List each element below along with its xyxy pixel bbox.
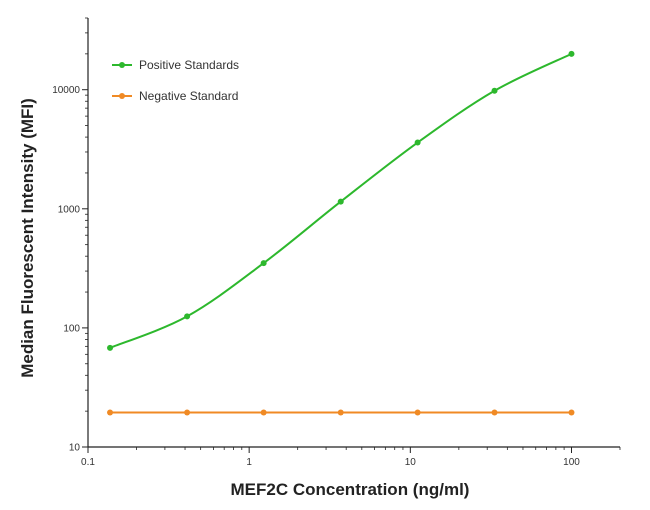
data-point: [107, 409, 114, 416]
data-point: [414, 409, 421, 416]
x-tick-label: 10: [405, 457, 417, 468]
data-point: [568, 50, 575, 57]
legend-label: Positive Standards: [139, 58, 239, 72]
y-tick-label: 10000: [52, 85, 80, 96]
data-point: [491, 409, 498, 416]
x-tick-label: 1: [246, 457, 252, 468]
y-tick-label: 100: [63, 323, 80, 334]
legend: Positive Standards Negative Standard: [112, 58, 239, 103]
data-point: [491, 87, 498, 94]
legend-swatch-marker: [119, 93, 125, 99]
data-point: [414, 139, 421, 146]
y-tick-label: 1000: [58, 204, 81, 215]
data-point: [260, 260, 267, 267]
data-point: [107, 344, 114, 351]
data-point: [260, 409, 267, 416]
legend-swatch-marker: [119, 62, 125, 68]
data-point: [337, 198, 344, 205]
x-axis-title: MEF2C Concentration (ng/ml): [231, 480, 470, 499]
x-tick-label: 100: [563, 457, 580, 468]
data-point: [337, 409, 344, 416]
series-layer: [107, 50, 575, 416]
data-point: [184, 409, 191, 416]
axes: 10 100 1000 10000 0.1 1 10 100: [52, 17, 621, 468]
legend-label: Negative Standard: [139, 89, 238, 103]
y-tick-label: 10: [69, 443, 81, 454]
data-point: [568, 409, 575, 416]
y-axis-title: Median Fluorescent Intensity (MFI): [18, 98, 37, 378]
x-tick-label: 0.1: [81, 457, 95, 468]
data-point: [184, 313, 191, 320]
